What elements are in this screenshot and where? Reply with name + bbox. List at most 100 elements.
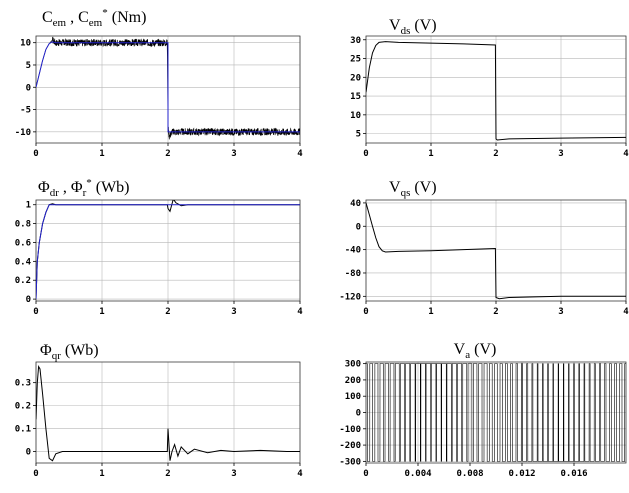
y-tick-label: 300 bbox=[345, 360, 361, 370]
y-tick-label: -300 bbox=[339, 457, 361, 467]
y-tick-label: 0.1 bbox=[15, 425, 31, 435]
y-tick-label: 0.8 bbox=[15, 220, 31, 230]
x-tick-label: 2 bbox=[493, 149, 498, 159]
x-tick-label: 1 bbox=[99, 469, 104, 479]
y-tick-label: 40 bbox=[350, 199, 361, 209]
x-tick-label: 2 bbox=[493, 307, 498, 317]
title-part: Φ bbox=[71, 179, 83, 196]
title-part: , bbox=[59, 179, 71, 196]
title-part: (V) bbox=[410, 179, 436, 196]
title-part: (Wb) bbox=[92, 179, 130, 196]
series-line-main bbox=[366, 202, 626, 300]
x-tick-label: 3 bbox=[231, 307, 236, 317]
x-tick-label: 2 bbox=[165, 307, 170, 317]
x-tick-label: 2 bbox=[165, 469, 170, 479]
x-tick-label: 0.004 bbox=[404, 469, 432, 479]
series-line-reference bbox=[36, 41, 300, 133]
chart-title: Vqs (V) bbox=[389, 179, 437, 199]
x-tick-label: 3 bbox=[231, 149, 236, 159]
x-tick-label: 1 bbox=[99, 149, 104, 159]
chart-title: Va (V) bbox=[454, 341, 497, 361]
y-tick-label: 10 bbox=[350, 111, 361, 121]
plot-area bbox=[366, 41, 626, 141]
series-line-main bbox=[366, 41, 626, 141]
x-tick-label: 4 bbox=[297, 307, 303, 317]
title-part: * bbox=[86, 177, 92, 189]
plot-area bbox=[366, 363, 626, 462]
title-part: em bbox=[53, 17, 67, 29]
y-tick-label: 25 bbox=[350, 55, 361, 65]
y-tick-label: 0 bbox=[26, 295, 31, 305]
y-tick-label: -120 bbox=[339, 292, 361, 302]
y-tick-label: 20 bbox=[350, 73, 361, 83]
title-part: Φ bbox=[38, 179, 50, 196]
x-tick-label: 2 bbox=[165, 149, 170, 159]
x-tick-label: 4 bbox=[623, 307, 629, 317]
plot-area bbox=[36, 36, 300, 140]
y-tick-label: 0.2 bbox=[15, 402, 31, 412]
title-part: Φ bbox=[40, 342, 52, 359]
y-tick-label: -200 bbox=[339, 441, 361, 451]
y-tick-label: -10 bbox=[15, 128, 31, 138]
y-tick-label: 1 bbox=[26, 201, 31, 211]
x-tick-label: 3 bbox=[558, 149, 563, 159]
x-tick-label: 0 bbox=[363, 469, 368, 479]
x-tick-label: 3 bbox=[558, 307, 563, 317]
x-tick-label: 1 bbox=[428, 149, 433, 159]
chart-title: Φqr (Wb) bbox=[40, 342, 99, 362]
title-part: (Wb) bbox=[61, 342, 99, 359]
title-part: V bbox=[454, 341, 466, 358]
chart-title: Cem , Cem* (Nm) bbox=[42, 7, 146, 29]
y-tick-label: 5 bbox=[26, 61, 31, 71]
x-tick-label: 0 bbox=[33, 307, 38, 317]
x-tick-label: 4 bbox=[297, 149, 303, 159]
x-tick-label: 1 bbox=[428, 307, 433, 317]
x-tick-label: 0.008 bbox=[456, 469, 483, 479]
y-tick-label: 0 bbox=[26, 448, 31, 458]
pwm-waveform bbox=[366, 363, 626, 462]
chart-title: Φdr , Φr* (Wb) bbox=[38, 177, 130, 199]
y-tick-label: 100 bbox=[345, 392, 361, 402]
y-tick-label: 0.6 bbox=[15, 238, 31, 248]
title-part: r bbox=[83, 187, 87, 199]
x-tick-label: 3 bbox=[231, 469, 236, 479]
y-tick-label: -5 bbox=[20, 106, 31, 116]
y-tick-label: -80 bbox=[345, 269, 361, 279]
title-part: em bbox=[89, 17, 103, 29]
title-part: C bbox=[78, 9, 89, 26]
x-tick-label: 0.016 bbox=[560, 469, 587, 479]
title-part: V bbox=[389, 179, 401, 196]
y-tick-label: -100 bbox=[339, 425, 361, 435]
y-tick-label: -40 bbox=[345, 246, 361, 256]
title-part: (V) bbox=[470, 341, 496, 358]
y-tick-label: 200 bbox=[345, 376, 361, 386]
y-tick-label: 0.4 bbox=[15, 257, 32, 267]
title-part: (Nm) bbox=[108, 9, 147, 26]
plot-area bbox=[36, 200, 300, 300]
plot-area bbox=[366, 202, 626, 300]
x-tick-label: 1 bbox=[99, 307, 104, 317]
title-part: V bbox=[389, 17, 401, 34]
y-tick-label: 0 bbox=[356, 409, 361, 419]
y-tick-label: 15 bbox=[350, 92, 361, 102]
chart-5: 0.3 0.2 0.1 0 0 1 2 3 4 Φqr (Wb) bbox=[15, 342, 304, 479]
x-tick-label: 4 bbox=[297, 469, 303, 479]
x-tick-label: 0 bbox=[363, 149, 368, 159]
title-part: C bbox=[42, 9, 53, 26]
x-tick-label: 0 bbox=[363, 307, 368, 317]
title-part: a bbox=[465, 349, 470, 361]
title-part: , bbox=[66, 9, 78, 26]
chart-title: Vds (V) bbox=[389, 17, 437, 37]
y-tick-label: 5 bbox=[356, 130, 361, 140]
title-part: * bbox=[102, 7, 108, 19]
title-part: (V) bbox=[410, 17, 436, 34]
y-tick-label: 0.3 bbox=[15, 379, 31, 389]
chart-3: 1 0.8 0.6 0.4 0.2 00 1 2 3 4 Φdr , Φr* (Wb) bbox=[15, 177, 304, 317]
title-part: ds bbox=[401, 25, 411, 37]
x-tick-label: 4 bbox=[623, 149, 629, 159]
y-tick-label: 0 bbox=[356, 222, 361, 232]
